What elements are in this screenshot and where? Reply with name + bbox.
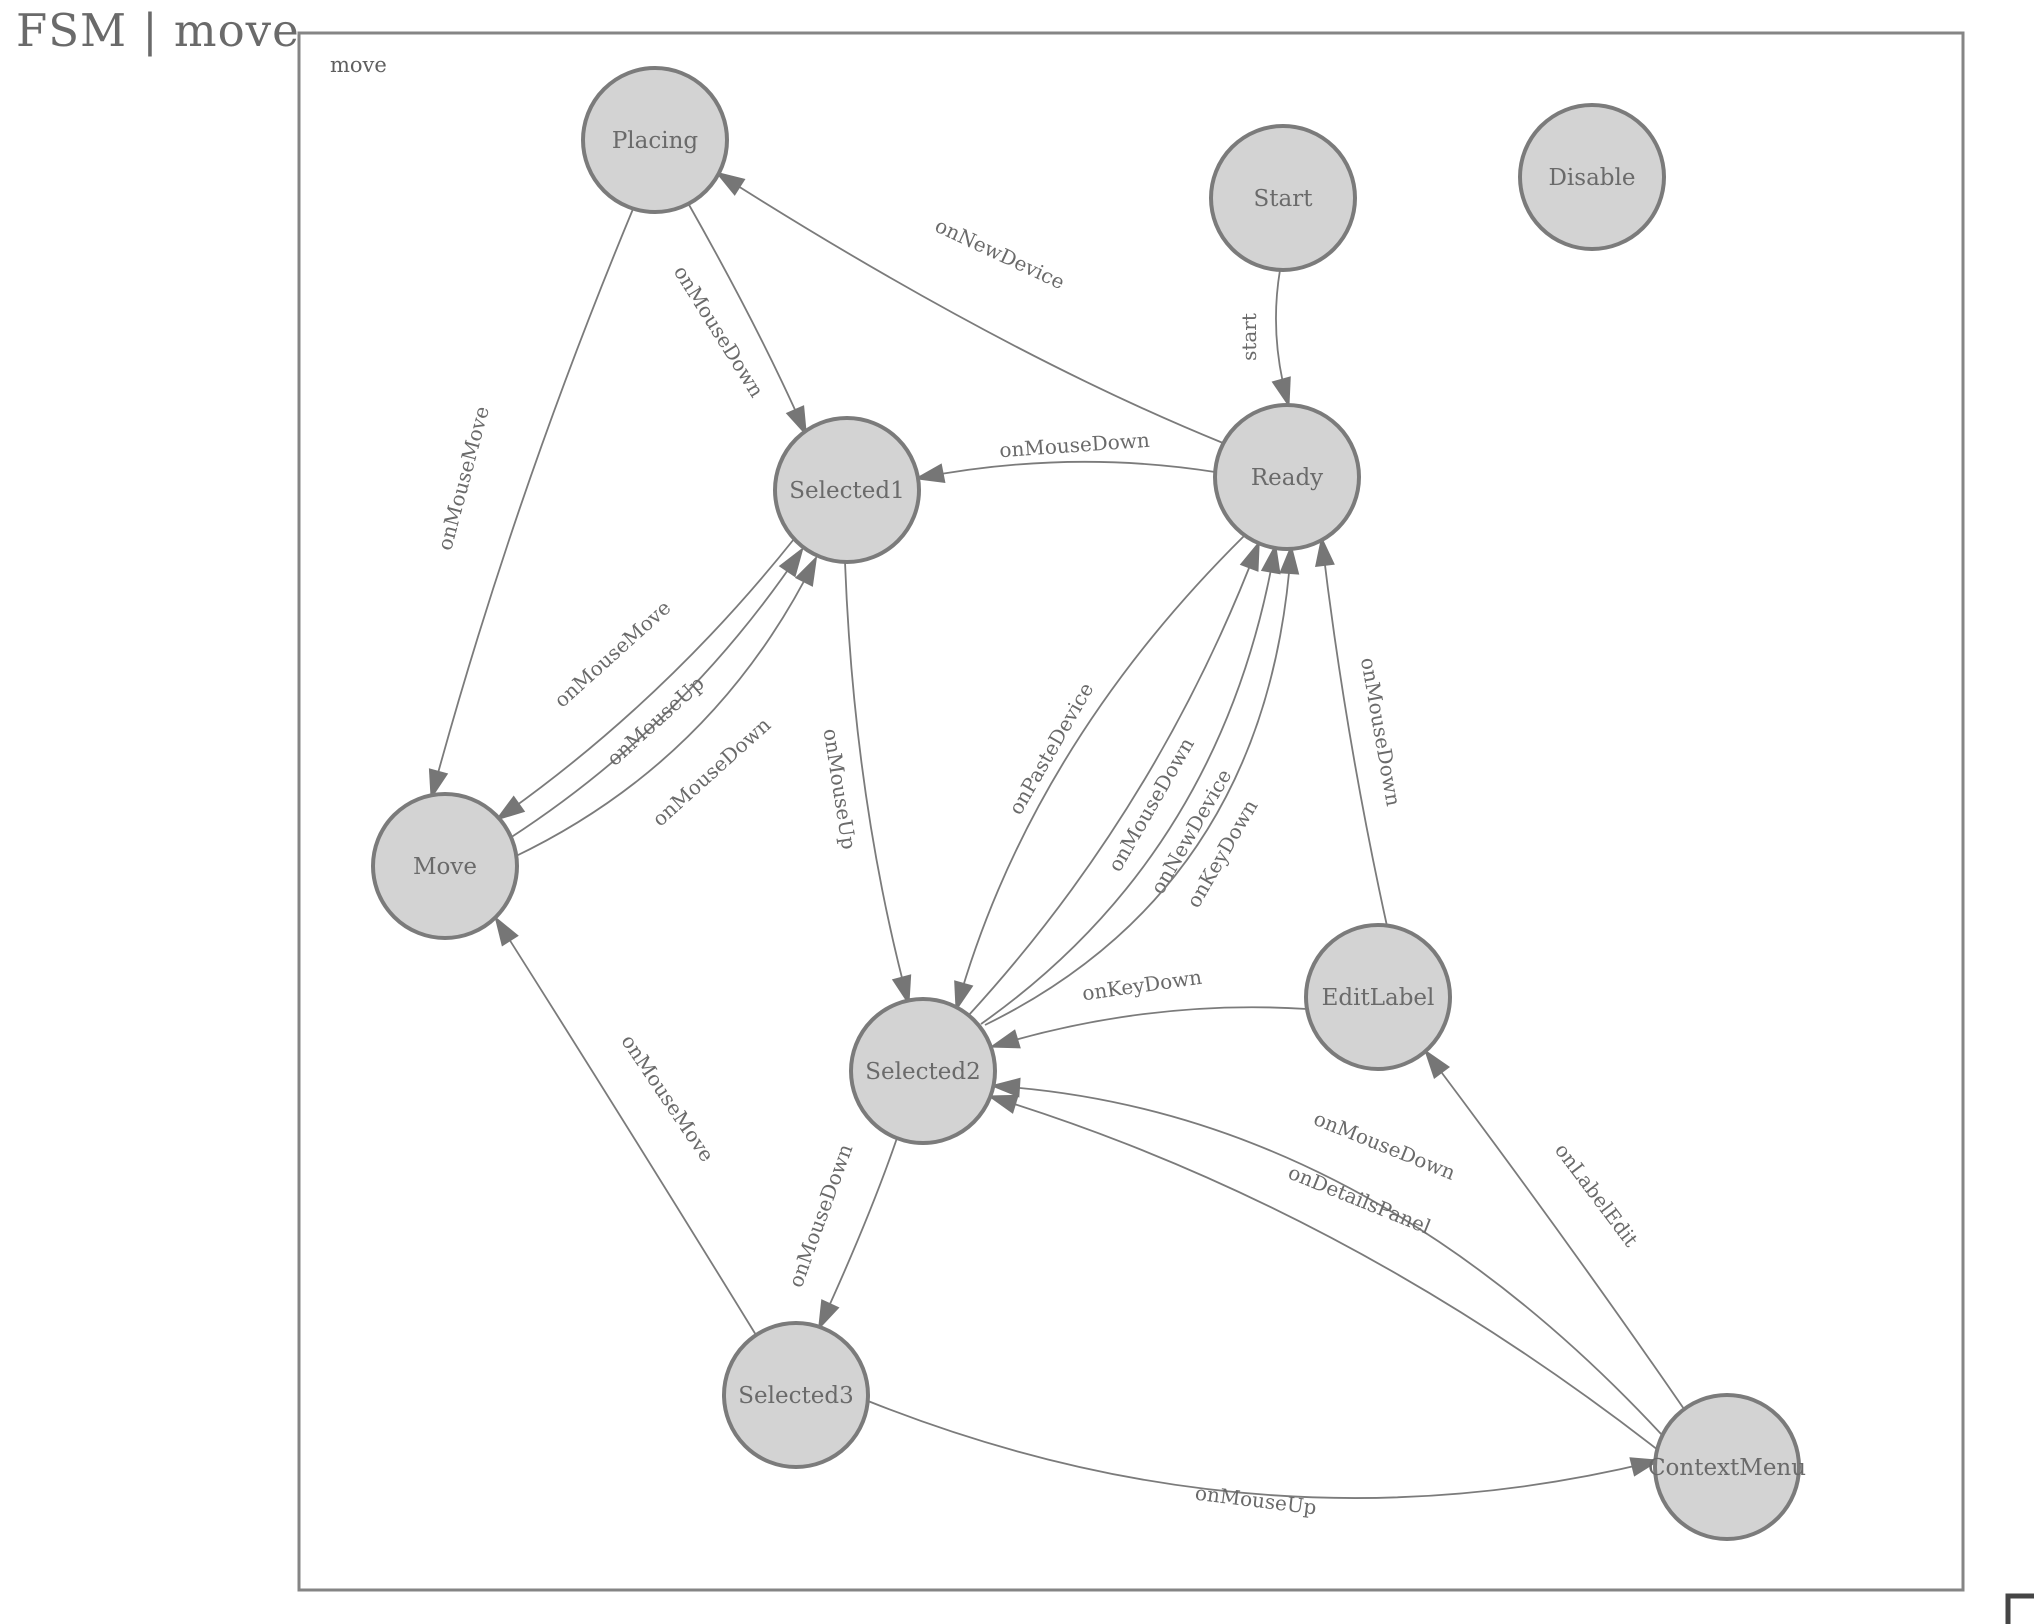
state-node-disable[interactable] [1518, 103, 1666, 251]
transition-label-onMouseMove: onMouseMove [549, 595, 675, 712]
transition-label-onKeyDown: onKeyDown [1081, 965, 1204, 1006]
transition-selected3-contextmenu-17 [867, 1400, 1661, 1499]
page-title: FSM | move [16, 4, 300, 57]
transition-label-onNewDevice: onNewDevice [931, 213, 1068, 294]
state-node-move[interactable] [371, 792, 519, 940]
transition-contextmenu-selected2-18 [990, 1077, 1663, 1436]
transition-label-onMouseMove: onMouseMove [432, 404, 494, 553]
state-label-selected2: Selected2 [865, 1059, 980, 1085]
transition-label-onMouseDown: onMouseDown [647, 712, 775, 831]
transition-move-selected1-6 [509, 546, 804, 839]
state-label-selected1: Selected1 [789, 478, 904, 504]
transition-ready-placing-1 [714, 171, 1224, 444]
transition-label-onLabelEdit: onLabelEdit [1550, 1138, 1643, 1251]
state-label-editlabel: EditLabel [1322, 985, 1435, 1011]
transition-label-onMouseUp: onMouseUp [602, 671, 709, 771]
transition-label-onDetailsPanel: onDetailsPanel [1285, 1160, 1434, 1239]
transition-move-selected1-7 [513, 555, 818, 858]
transition-ready-selected2-9 [954, 535, 1245, 1012]
transition-editlabel-selected2-13 [989, 1006, 1308, 1049]
transition-selected1-selected2-8 [844, 561, 912, 1006]
transition-contextmenu-editlabel-20 [1423, 1049, 1685, 1410]
state-label-move: Move [413, 854, 477, 880]
transition-label-onMouseMove: onMouseMove [616, 1030, 719, 1166]
state-label-selected3: Selected3 [738, 1383, 853, 1409]
transition-selected2-selected3-15 [817, 1137, 898, 1331]
state-node-placing[interactable] [581, 66, 729, 214]
state-label-disable: Disable [1548, 165, 1635, 191]
state-node-ready[interactable] [1213, 403, 1361, 551]
state-label-ready: Ready [1251, 465, 1323, 491]
transition-selected2-ready-11 [980, 543, 1281, 1025]
transition-start-ready-0 [1271, 269, 1291, 408]
state-node-selected1[interactable] [773, 416, 921, 564]
transition-selected3-move-16 [494, 915, 757, 1336]
transition-editlabel-ready-14 [1315, 536, 1388, 927]
state-node-selected3[interactable] [722, 1321, 870, 1469]
transition-placing-selected1-2 [687, 202, 808, 437]
state-label-contextmenu: ContextMenu [1648, 1455, 1806, 1481]
transition-selected1-move-5 [494, 538, 795, 821]
transition-label-onMouseDown: onMouseDown [669, 261, 769, 401]
transition-label-onPasteDevice: onPasteDevice [1004, 678, 1099, 818]
transition-label-onMouseDown: onMouseDown [1356, 656, 1406, 808]
diagram-frame [297, 31, 1965, 1592]
transition-label-onMouseUp: onMouseUp [819, 727, 862, 851]
frame-label: move [330, 53, 387, 77]
transition-label-onMouseUp: onMouseUp [1194, 1481, 1318, 1520]
state-node-contextmenu[interactable] [1653, 1393, 1801, 1541]
transition-label-onMouseDown: onMouseDown [1310, 1106, 1459, 1185]
resize-handle[interactable] [2005, 1593, 2034, 1624]
state-label-placing: Placing [612, 128, 699, 154]
state-node-selected2[interactable] [849, 997, 997, 1145]
transition-selected2-ready-12 [984, 544, 1300, 1026]
transition-label-start: start [1237, 313, 1261, 361]
transition-contextmenu-selected2-19 [987, 1094, 1659, 1451]
transition-placing-move-3 [428, 208, 634, 800]
transition-ready-selected1-4 [914, 460, 1216, 484]
state-node-start[interactable] [1209, 124, 1357, 272]
transition-label-onMouseDown: onMouseDown [999, 428, 1151, 462]
transition-selected2-ready-10 [967, 540, 1260, 1017]
state-node-editlabel[interactable] [1304, 923, 1452, 1071]
state-label-start: Start [1254, 186, 1314, 212]
